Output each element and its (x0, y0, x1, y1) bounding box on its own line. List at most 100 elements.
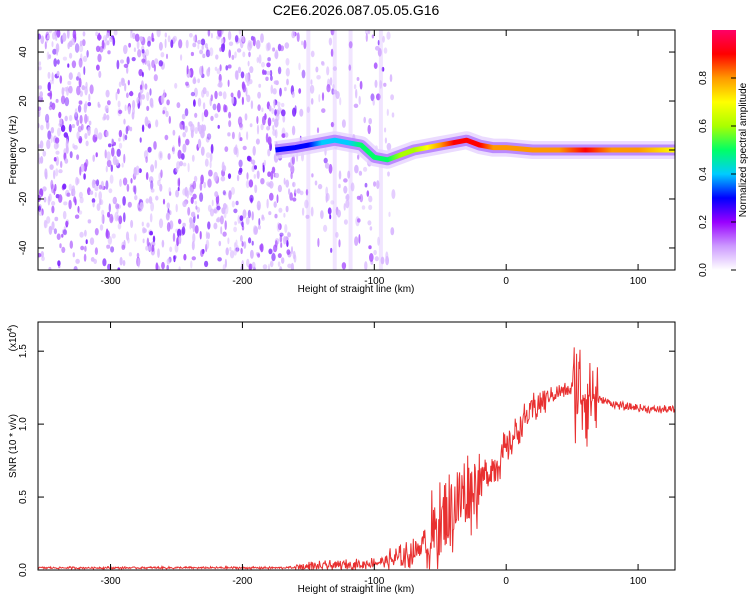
spectrogram-cell (279, 87, 282, 97)
colorbar-tick-label: 0.8 (698, 71, 709, 85)
spectrogram-cell (148, 63, 151, 71)
y-tick-label: 0.5 (18, 490, 29, 504)
spectrogram-cell (63, 201, 68, 206)
spectrogram-cell (256, 116, 259, 124)
spectrogram-cell (92, 202, 95, 208)
spectrogram-cell (147, 40, 151, 47)
spectrogram-cell (345, 199, 350, 209)
spectrogram-cell (46, 120, 50, 130)
spectrogram-cell (178, 135, 181, 144)
spectrogram-cell (265, 42, 270, 52)
spectrogram-cell (117, 100, 121, 108)
spectrogram-cell (178, 161, 184, 167)
spectrogram-cell (137, 258, 140, 268)
spectrogram-cell (79, 231, 84, 238)
spectrogram-cell (172, 145, 176, 155)
spectrogram-cell (220, 38, 224, 45)
spectrogram-cell (156, 30, 161, 38)
spectrogram-cell (105, 180, 109, 190)
spectrogram-cell (98, 70, 102, 78)
spectrogram-cell (133, 47, 136, 52)
spectrogram-cell (231, 54, 235, 61)
spectrogram-cell (108, 188, 113, 194)
spectrogram-cell (298, 62, 301, 71)
spectrogram-cell (368, 118, 373, 125)
spectrogram-cell (292, 250, 296, 260)
spectrogram-cell (119, 59, 125, 64)
snr-x-ticks: -300 -200 -100 0 100 (101, 322, 647, 587)
spectrogram-cell (239, 123, 244, 131)
spectrogram-cell (244, 113, 248, 121)
spectrogram-cell (122, 196, 126, 206)
spectrogram-cell (285, 205, 289, 213)
spectrogram-cell (176, 237, 180, 247)
spectrogram-cell (257, 253, 261, 258)
spectrogram-cell (391, 112, 395, 118)
snr-x-label: Height of straight line (km) (298, 584, 415, 595)
spectrogram-cell (197, 214, 199, 220)
spectrogram-cell (272, 88, 277, 95)
spectrogram-cell (241, 221, 244, 227)
spectrogram-cell (73, 196, 77, 203)
spectrogram-cell (218, 81, 223, 88)
spectrogram-cell (390, 227, 395, 236)
spectrogram-cell (123, 118, 126, 125)
spectrogram-cell (47, 92, 52, 97)
spectrogram-cell (45, 113, 50, 123)
spectrogram-cell (368, 195, 373, 203)
spectrogram-cell (46, 51, 50, 61)
spectrogram-cell (235, 239, 238, 248)
spectrogram-cell (236, 48, 242, 53)
spectrogram-cell (105, 89, 110, 98)
spectrogram-cell (50, 127, 55, 134)
spectrogram-cell (286, 78, 289, 86)
spectrogram-cell (287, 231, 290, 236)
spectrogram-cell (113, 30, 118, 36)
spectrogram-cell (227, 30, 232, 41)
spectrogram-cell (94, 185, 99, 192)
spectrogram-cell (67, 63, 70, 68)
spectrogram-cell (197, 97, 202, 107)
spectrogram-cell (241, 96, 244, 106)
spectrogram-cell (283, 212, 286, 218)
spectrogram-cell (193, 99, 196, 107)
spectrogram-cell (38, 106, 42, 111)
spectrogram-cell (249, 123, 253, 128)
spectrogram-cell (242, 145, 247, 151)
spectrogram-cell (278, 207, 283, 213)
spectrogram-cell (40, 124, 44, 131)
spectrogram-cell (170, 39, 174, 48)
spectrogram-cell (236, 245, 239, 253)
spectrogram-cell (294, 188, 297, 194)
spectrogram-cell (329, 77, 333, 86)
spectrogram-cell (251, 211, 254, 221)
spectrogram-cell (81, 85, 86, 90)
spectrogram-cell (117, 88, 120, 95)
spectrogram-cell (234, 51, 237, 59)
spectrogram-cell (193, 35, 196, 42)
spectrogram-cell (150, 180, 154, 191)
spectrogram-cell (167, 153, 171, 160)
spectrogram-cell (385, 255, 389, 266)
spectrogram-cell (74, 214, 80, 219)
spectrogram-cell (254, 165, 257, 170)
spectrogram-cell (79, 196, 84, 204)
spectrogram-cell (145, 156, 148, 164)
spectrogram-cell (126, 125, 130, 131)
spectrogram-cell (108, 203, 112, 213)
spectrogram-cell (333, 89, 338, 95)
spectrogram-cell (200, 249, 204, 257)
spectrogram-cell (261, 61, 265, 68)
spectrogram-cell (139, 84, 143, 90)
spectrogram-cell (147, 146, 152, 153)
spectrogram-cell (248, 237, 252, 244)
spectrogram-cell (192, 193, 197, 200)
spectrogram-cell (102, 35, 108, 42)
spectrogram-cell (260, 33, 264, 43)
spectrogram-cell (316, 75, 321, 80)
spectrogram-cell (132, 107, 135, 115)
snr-scale-prefix: (x10 (8, 331, 19, 351)
spectrogram-cell (82, 39, 86, 47)
spectrogram-cell (291, 91, 295, 98)
